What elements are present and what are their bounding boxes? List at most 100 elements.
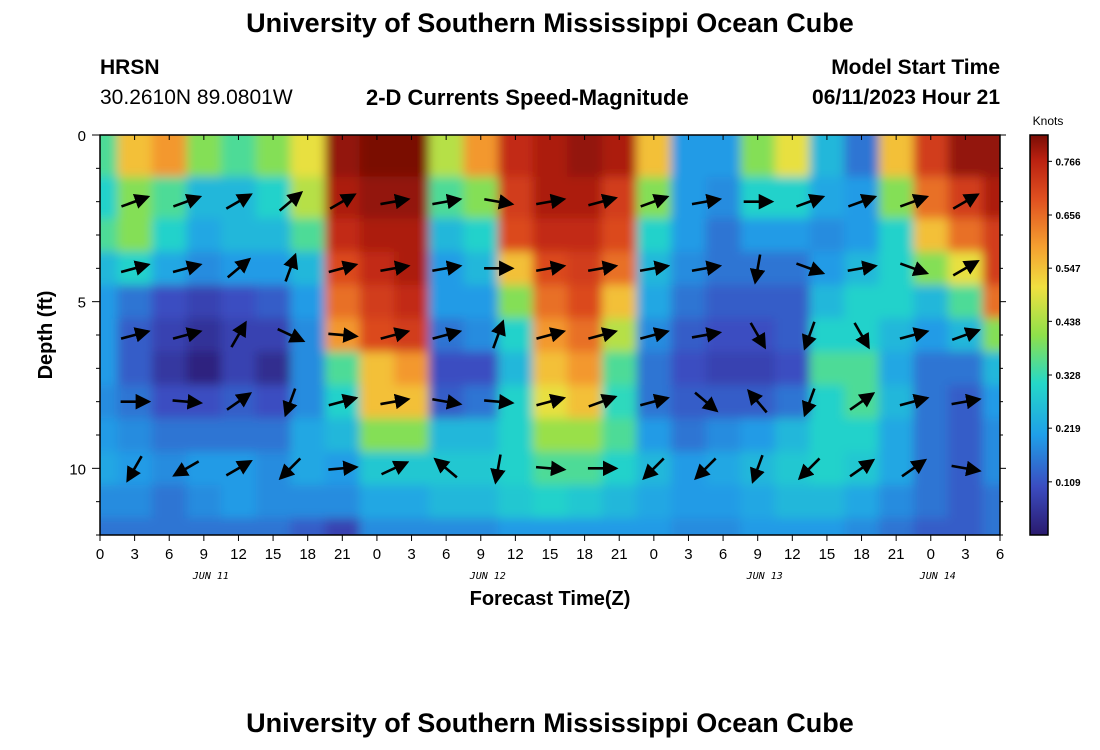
x-tick-label: 6: [165, 546, 173, 563]
heatmap-cell: [705, 485, 741, 519]
heatmap-cell: [775, 451, 811, 486]
heatmap-cell: [601, 485, 638, 519]
heatmap-cell: [100, 218, 118, 253]
current-arrow: [328, 460, 359, 477]
heatmap-cell: [982, 218, 1000, 253]
heatmap-cell: [151, 418, 188, 453]
heatmap-cell: [982, 251, 1000, 286]
y-axis-label: Depth (ft): [35, 291, 57, 380]
heatmap-cell: [878, 418, 914, 453]
heatmap-cell: [498, 176, 534, 219]
x-tick-label: 18: [299, 546, 316, 563]
heatmap-cell: [601, 518, 638, 535]
heatmap-cell: [913, 351, 949, 386]
heatmap-cell: [325, 135, 361, 178]
heatmap-cell: [913, 485, 949, 519]
heatmap-cell: [671, 285, 707, 319]
current-arrow: [797, 457, 821, 481]
heatmap-cell: [151, 485, 188, 519]
x-tick-label: 3: [684, 546, 692, 563]
heatmap-cell: [186, 451, 222, 486]
heatmap-cell: [463, 451, 499, 486]
date-label: JUN 12: [469, 571, 506, 582]
heatmap-cell: [221, 285, 257, 319]
page-title: University of Southern Mississippi Ocean…: [246, 8, 854, 38]
heatmap-cell: [290, 351, 326, 386]
heatmap-cell: [463, 285, 499, 319]
heatmap-cell: [117, 351, 153, 386]
heatmap-cell: [705, 385, 741, 419]
current-arrow: [172, 460, 200, 477]
heatmap-cell: [532, 351, 568, 386]
colorbar-label: Knots: [1033, 114, 1064, 128]
heatmap-cell: [532, 485, 568, 519]
x-tick-label: 6: [442, 546, 450, 563]
current-arrow: [899, 261, 930, 277]
heatmap-cell: [636, 518, 672, 535]
heatmap-cell: [982, 385, 1000, 419]
heatmap-cell: [498, 218, 534, 253]
y-tick-label: 5: [78, 295, 86, 312]
heatmap-cell: [290, 451, 326, 486]
x-tick-label: 3: [961, 546, 969, 563]
heatmap-cell: [463, 135, 499, 178]
current-arrow: [899, 393, 930, 409]
heatmap-cell: [186, 351, 222, 386]
heatmap-cell: [636, 418, 672, 453]
current-arrow: [747, 388, 768, 414]
heatmap-cell: [186, 285, 222, 319]
heatmap-cell: [255, 451, 291, 486]
current-arrow: [899, 327, 930, 343]
heatmap-cell: [982, 135, 1000, 178]
heatmap-cell: [394, 351, 430, 386]
colorbar-tick-label: 0.438: [1055, 317, 1080, 328]
x-tick-label: 9: [477, 546, 485, 563]
heatmap-cell: [325, 285, 361, 319]
heatmap-cell: [636, 285, 672, 319]
heatmap-cell: [913, 135, 949, 178]
current-arrow: [750, 454, 765, 484]
current-arrow: [328, 260, 359, 276]
heatmap-cell: [394, 135, 430, 178]
heatmap-cell: [221, 135, 257, 178]
heatmap-cell: [913, 176, 949, 219]
heatmap-cell: [740, 135, 776, 178]
current-arrow: [328, 327, 359, 343]
heatmap-cell: [809, 485, 845, 519]
heatmap-cell: [255, 285, 291, 319]
heatmap-cell: [601, 385, 638, 419]
current-arrow: [380, 460, 410, 476]
heatmap-cell: [775, 218, 811, 253]
heatmap-cell: [290, 418, 326, 453]
heatmap-cell: [740, 176, 776, 219]
station-code: HRSN: [100, 56, 160, 79]
current-arrow: [642, 457, 665, 481]
heatmap-cell: [221, 485, 257, 519]
heatmap-cell: [428, 218, 464, 253]
current-arrow: [639, 260, 671, 276]
current-arrow: [847, 260, 878, 276]
heatmap-cell: [775, 176, 811, 219]
heatmap-cell: [255, 485, 291, 519]
heatmap-cell: [428, 485, 464, 519]
colorbar-tick-label: 0.547: [1055, 264, 1080, 275]
heatmap-cell: [705, 518, 741, 535]
current-arrow: [694, 391, 719, 413]
heatmap-cell: [325, 351, 361, 386]
heatmap-cell: [809, 418, 845, 453]
heatmap-cell: [100, 485, 118, 519]
heatmap-cell: [775, 251, 811, 286]
current-arrow: [380, 327, 411, 343]
heatmap-cell: [359, 518, 395, 535]
heatmap-cell: [775, 485, 811, 519]
heatmap-cell: [255, 351, 291, 386]
heatmap-cell: [878, 135, 914, 178]
heatmap-clip-group: [100, 135, 1000, 535]
heatmap-cell: [100, 251, 118, 286]
current-arrow: [329, 193, 357, 210]
x-axis-label: Forecast Time(Z): [470, 588, 631, 610]
heatmap-cell: [775, 418, 811, 453]
heatmap-cell: [394, 418, 430, 453]
current-arrow: [535, 193, 567, 210]
current-arrow: [951, 393, 982, 410]
